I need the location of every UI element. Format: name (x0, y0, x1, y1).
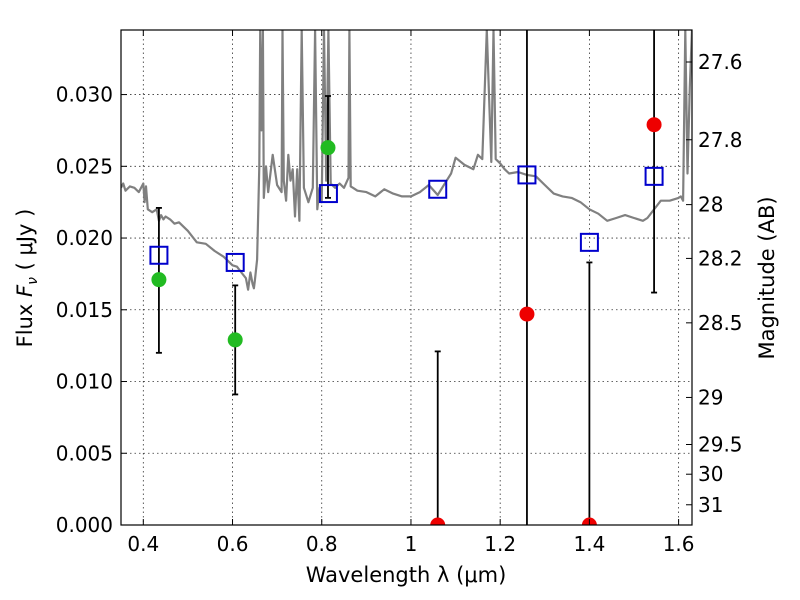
plot-area (121, 30, 692, 525)
y-axis-label-subscript: ν (25, 277, 41, 285)
x-tick-label: 0.4 (127, 532, 159, 556)
right-tick-label: 29.5 (698, 433, 743, 457)
y-tick-label: 0.020 (56, 226, 113, 250)
model-photometry-point (318, 184, 338, 204)
right-tick-label: 27.8 (698, 128, 743, 152)
model-spectrum-line (121, 30, 692, 291)
right-tick-label: 28 (698, 193, 723, 217)
y-axis-label: Flux Fν ( μJy ) (13, 209, 41, 348)
right-tick-label: 27.6 (698, 50, 743, 74)
y-axis-label-flux: Flux (13, 297, 37, 347)
y-tick-label: 0.025 (56, 154, 113, 178)
x-axis-label: Wavelength λ (μm) (306, 563, 507, 587)
right-tick-label: 29 (698, 385, 723, 409)
right-tick-label: 28.5 (698, 311, 743, 335)
x-tick-label: 1.6 (663, 532, 695, 556)
right-tick-label: 30 (698, 462, 723, 486)
x-tick-label: 1.2 (484, 532, 516, 556)
observed-point (430, 517, 446, 525)
x-tick-label: 1 (405, 532, 418, 556)
y-tick-label: 0.030 (56, 83, 113, 107)
observed-point (320, 140, 336, 156)
model-photometry-point (517, 165, 537, 185)
model-photometry-point (644, 166, 664, 186)
observed-point (227, 332, 243, 348)
observed-point (646, 117, 662, 133)
y-tick-label: 0.010 (56, 370, 113, 394)
x-tick-label: 1.4 (573, 532, 605, 556)
right-tick-label: 31 (698, 493, 723, 517)
observed-point (519, 306, 535, 322)
plot-frame (120, 29, 693, 526)
y-tick-label: 0.005 (56, 441, 113, 465)
model-photometry-point (225, 252, 245, 272)
y-axis-label-unit: ( μJy ) (13, 209, 37, 277)
x-tick-label: 0.6 (217, 532, 249, 556)
x-tick-label: 0.8 (306, 532, 338, 556)
y-tick-label: 0.015 (56, 298, 113, 322)
model-photometry-point (428, 179, 448, 199)
y-tick-label: 0.000 (56, 513, 113, 537)
axes-ticks: 0.4 0.6 0.8 1 1.2 1.4 1.6 0.000 0.005 0.010 0.015 0… (56, 30, 743, 556)
grid (121, 30, 692, 525)
right-tick-label: 28.2 (698, 246, 743, 270)
model-photometry-point (579, 232, 599, 252)
right-axis-label: Magnitude (AB) (755, 196, 779, 359)
y-axis-label-symbol: F (13, 284, 37, 297)
model-photometry-point (149, 245, 169, 265)
observed-point (151, 272, 167, 288)
